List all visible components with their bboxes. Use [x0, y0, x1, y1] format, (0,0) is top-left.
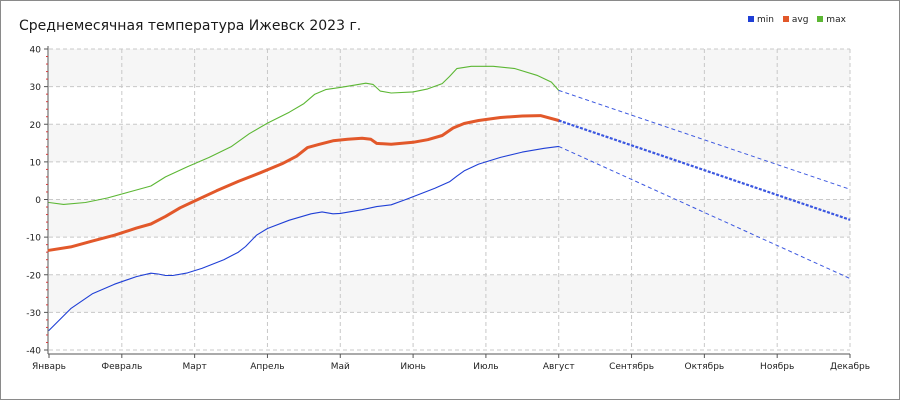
x-tick-label: Август [543, 362, 575, 372]
y-tick-label: -30 [26, 309, 41, 319]
plot-band [49, 86, 850, 125]
x-tick-label: Июнь [400, 362, 426, 372]
y-tick-label: 30 [30, 83, 42, 93]
plot-band [49, 237, 850, 275]
plot-band [49, 161, 850, 200]
legend-item-avg: avg [782, 15, 809, 25]
x-tick-label: Сентябрь [609, 362, 654, 372]
x-tick-label: Июль [473, 362, 498, 372]
y-tick-label: -10 [26, 234, 41, 244]
series-forecast-min [558, 145, 851, 279]
x-tick-label: Май [331, 362, 350, 372]
series-line-avg [47, 114, 561, 252]
legend-swatch-min [748, 16, 754, 22]
x-tick-label: Март [183, 362, 207, 372]
legend-swatch-avg [782, 16, 789, 22]
plot-band [49, 199, 850, 238]
y-tick-label: -20 [26, 271, 41, 281]
plot-band [49, 274, 850, 313]
chart-legend: min avg max [748, 15, 852, 29]
legend-swatch-max [817, 16, 824, 22]
x-tick-label: Февраль [101, 362, 142, 372]
legend-item-min: min [748, 15, 774, 25]
x-tick-label: Ноябрь [760, 362, 794, 372]
x-tick-label: Январь [32, 362, 66, 372]
legend-item-max: max [817, 15, 846, 25]
chart-title: Среднемесячная температура Ижевск 2023 г… [19, 18, 362, 34]
legend-label-min: min [757, 15, 774, 25]
x-tick-label: Апрель [250, 362, 284, 372]
legend-label-max: max [826, 15, 846, 25]
series-line-max [48, 65, 560, 205]
y-tick-label: 0 [35, 196, 41, 206]
legend-label-avg: avg [791, 15, 809, 25]
y-tick-label: 10 [30, 158, 42, 168]
y-tick-label: -40 [26, 347, 41, 357]
y-tick-label: 20 [30, 121, 42, 131]
series-line-min [48, 145, 560, 331]
x-tick-label: Декабрь [830, 362, 870, 372]
plot-band [49, 49, 850, 87]
series-forecast-max [558, 89, 851, 190]
y-tick-label: 40 [30, 46, 42, 56]
series-forecast-avg [558, 119, 851, 221]
plot-band [49, 312, 850, 350]
x-tick-label: Октябрь [684, 362, 724, 372]
